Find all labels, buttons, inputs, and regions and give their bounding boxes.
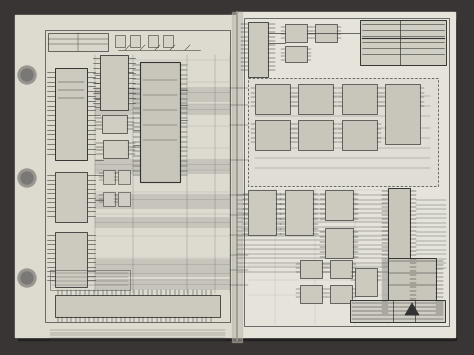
Bar bbox=[360, 20, 446, 65]
Bar bbox=[330, 260, 352, 278]
Bar bbox=[255, 120, 290, 150]
Bar bbox=[248, 78, 438, 186]
Bar bbox=[298, 84, 333, 114]
Bar bbox=[325, 228, 353, 258]
Bar bbox=[315, 24, 337, 42]
Circle shape bbox=[21, 272, 33, 284]
Circle shape bbox=[18, 169, 36, 187]
Bar bbox=[237, 12, 455, 337]
Bar bbox=[355, 268, 377, 296]
Bar bbox=[118, 170, 130, 184]
Bar bbox=[300, 260, 322, 278]
Bar bbox=[45, 30, 230, 322]
Bar bbox=[148, 35, 158, 47]
Bar bbox=[140, 62, 180, 182]
Bar bbox=[103, 140, 128, 158]
Bar bbox=[130, 35, 140, 47]
Bar bbox=[55, 295, 220, 317]
Circle shape bbox=[21, 69, 33, 81]
Bar bbox=[100, 55, 128, 110]
Bar bbox=[55, 68, 87, 160]
Bar bbox=[55, 232, 87, 287]
Bar bbox=[50, 270, 130, 290]
Bar bbox=[342, 84, 377, 114]
Bar bbox=[115, 35, 125, 47]
Bar bbox=[118, 192, 130, 206]
Bar bbox=[350, 300, 445, 322]
Bar bbox=[163, 35, 173, 47]
Bar bbox=[325, 190, 353, 220]
Bar bbox=[103, 170, 115, 184]
Bar bbox=[285, 190, 313, 235]
Bar bbox=[300, 285, 322, 303]
Bar bbox=[330, 285, 352, 303]
Bar bbox=[248, 190, 276, 235]
Bar bbox=[103, 192, 115, 206]
Bar bbox=[388, 188, 410, 308]
Circle shape bbox=[21, 172, 33, 184]
Bar bbox=[244, 18, 449, 326]
Bar bbox=[15, 15, 237, 337]
Bar bbox=[48, 33, 108, 51]
Bar bbox=[385, 84, 420, 144]
Bar bbox=[102, 115, 127, 133]
Bar bbox=[285, 46, 307, 62]
Bar bbox=[255, 84, 290, 114]
Bar bbox=[285, 24, 307, 42]
Polygon shape bbox=[405, 303, 419, 315]
Circle shape bbox=[18, 66, 36, 84]
Bar bbox=[342, 120, 377, 150]
Bar bbox=[248, 22, 268, 77]
Bar bbox=[388, 258, 436, 318]
Bar bbox=[55, 172, 87, 222]
Bar bbox=[232, 12, 242, 342]
Circle shape bbox=[18, 269, 36, 287]
Bar bbox=[298, 120, 333, 150]
